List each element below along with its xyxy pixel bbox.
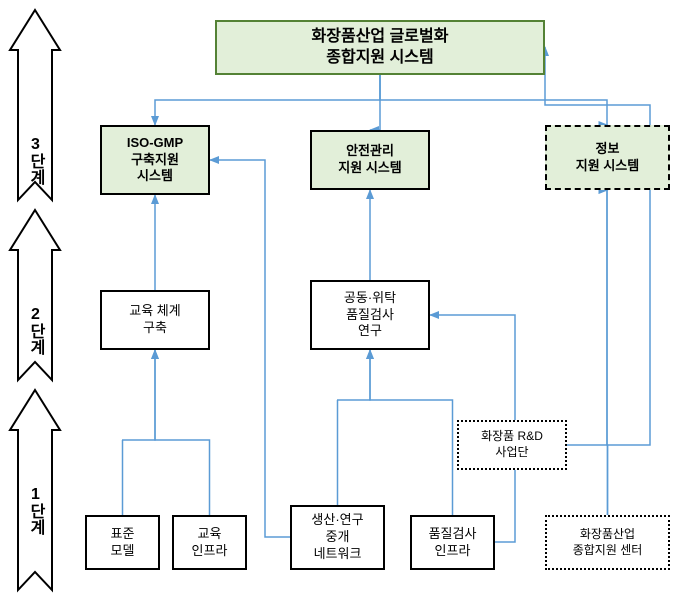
edge-prod_net-to-iso [210, 160, 290, 538]
edge-rnd-to-info [567, 190, 608, 445]
node-rnd: 화장품 R&D 사업단 [457, 420, 567, 470]
edge-top-to-iso [155, 75, 380, 125]
node-info: 정보 지원 시스템 [545, 125, 670, 190]
node-safety: 안전관리 지원 시스템 [310, 130, 430, 190]
edge-std_model-to-edu_sys [122, 350, 155, 515]
node-qc_infra: 품질검사 인프라 [410, 515, 495, 570]
edge-edu_infra-to-edu_sys [155, 350, 210, 515]
edge-center-to-info [607, 190, 608, 515]
node-prod_net: 생산·연구 중개 네트워크 [290, 505, 385, 570]
node-center: 화장품산업 종합지원 센터 [545, 515, 670, 570]
diagram-canvas: 3단계 2단계 1단계 화장품산업 글로벌화 종합지원 시스템ISO-GMP 구축지원… [0, 0, 687, 601]
node-top: 화장품산업 글로벌화 종합지원 시스템 [215, 20, 545, 75]
stage-label-stage1: 1단계 [25, 450, 45, 570]
node-edu_sys: 교육 체계 구축 [100, 290, 210, 350]
node-quality_research: 공동·위탁 품질검사 연구 [310, 280, 430, 350]
node-edu_infra: 교육 인프라 [172, 515, 247, 570]
edge-qc_infra-to-quality_research [370, 350, 453, 515]
edge-top-to-info [380, 75, 608, 125]
node-std_model: 표준 모델 [85, 515, 160, 570]
node-iso: ISO-GMP 구축지원 시스템 [100, 125, 210, 195]
edge-prod_net-to-quality_research [337, 350, 370, 505]
edge-top-to-safety [370, 75, 380, 130]
stage-label-stage3: 3단계 [25, 110, 45, 210]
stage-label-stage2: 2단계 [25, 280, 45, 380]
